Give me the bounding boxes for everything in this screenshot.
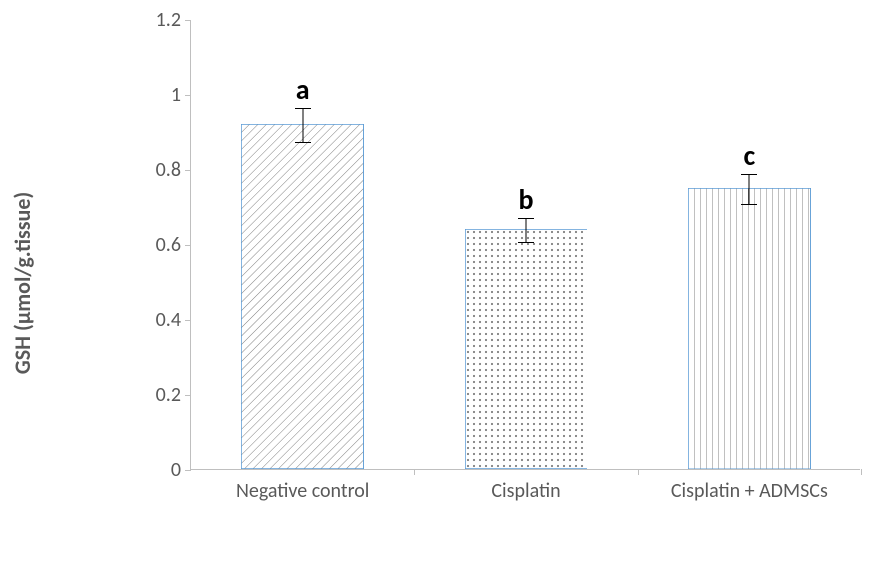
error-bar-cap [295,108,311,109]
x-tick-mark [414,469,415,475]
y-tick-mark [185,170,191,171]
x-category-label: Negative control [236,479,369,503]
error-bar-cap [741,174,757,175]
error-bar [302,108,303,142]
x-category-label: Cisplatin + ADMSCs [671,479,828,503]
bar [465,229,588,469]
error-bar-cap [518,218,534,219]
y-tick-mark [185,20,191,21]
x-tick-mark [638,469,639,475]
bar [688,188,811,469]
significance-label: a [296,72,310,107]
x-category-label: Cisplatin [491,479,560,503]
y-tick-mark [185,95,191,96]
error-bar-cap [741,204,757,205]
error-bar-cap [518,242,534,243]
error-bar [749,174,750,204]
plot-area: 00.20.40.60.811.2Negative controlaCispla… [130,20,860,510]
y-tick-mark [185,470,191,471]
plot-inner: 00.20.40.60.811.2Negative controlaCispla… [190,20,860,470]
y-tick-mark [185,320,191,321]
y-axis-label: GSH (µmol/g.tissue) [9,191,36,374]
significance-label: c [743,138,755,173]
y-tick-mark [185,395,191,396]
y-tick-mark [185,245,191,246]
chart-container: GSH (µmol/g.tissue) 00.20.40.60.811.2Neg… [0,0,896,565]
x-tick-mark [861,469,862,475]
bar [241,124,364,469]
significance-label: b [518,182,533,217]
error-bar [526,218,527,243]
error-bar-cap [295,142,311,143]
